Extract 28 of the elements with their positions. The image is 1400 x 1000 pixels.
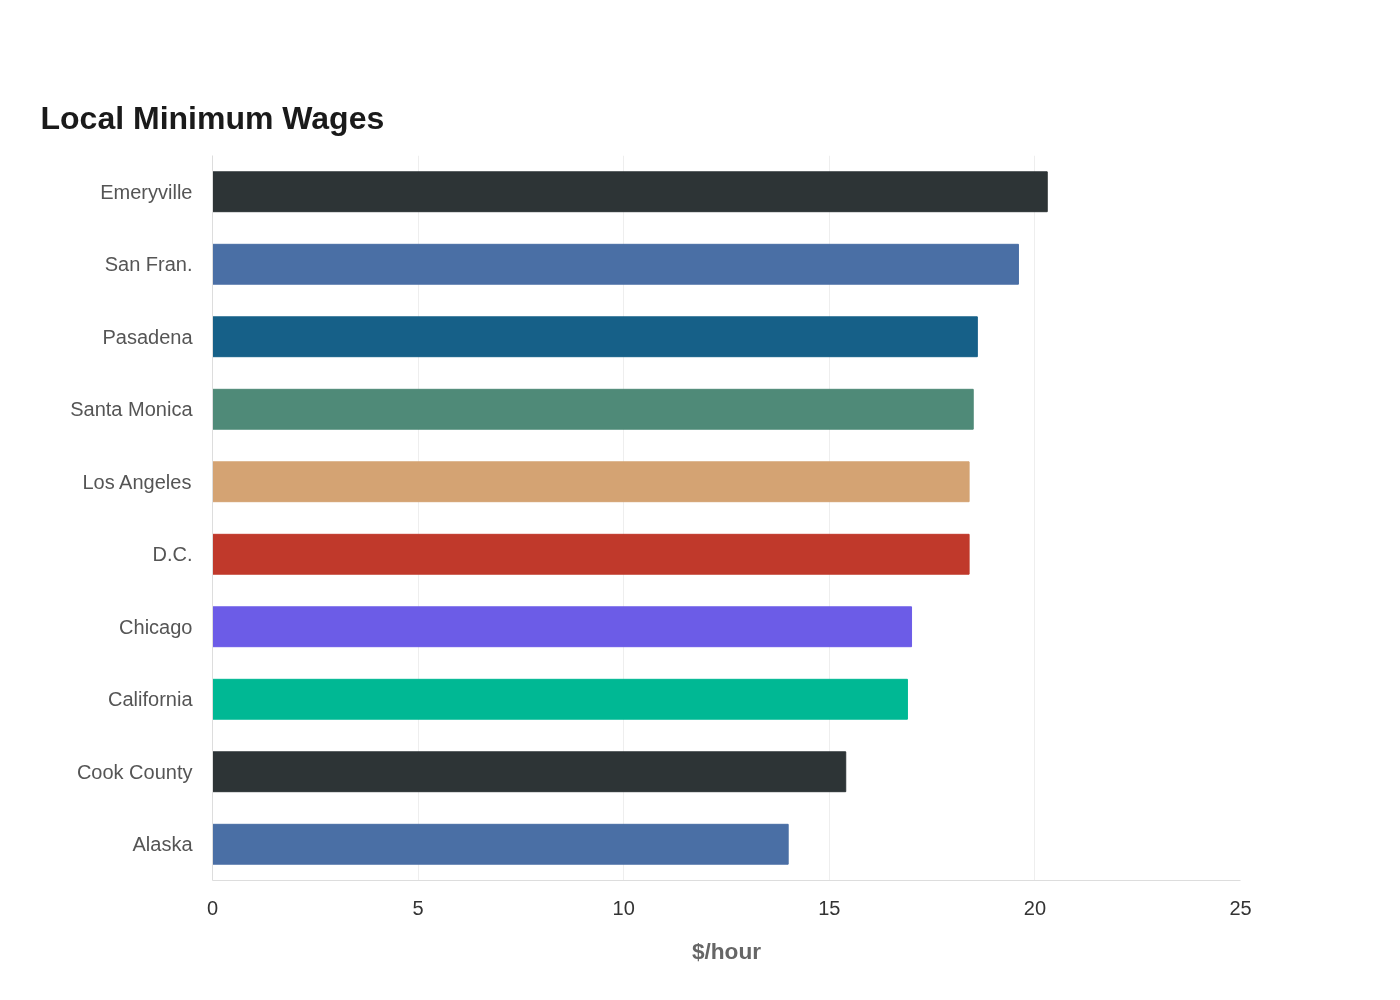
bar: [212, 461, 970, 503]
y-tick-label: Los Angeles: [82, 470, 192, 493]
bar: [212, 823, 789, 865]
bar: [212, 606, 913, 648]
y-tick-label: Alaska: [132, 833, 194, 856]
x-tick-label: 20: [1023, 896, 1047, 919]
bar: [212, 171, 1048, 213]
y-tick-label: Santa Monica: [70, 398, 194, 421]
bar: [212, 388, 974, 430]
y-tick-label: Chicago: [119, 615, 193, 638]
y-tick-label: San Fran.: [104, 253, 193, 276]
x-axis-title: $/hour: [691, 937, 762, 964]
bar: [212, 316, 978, 358]
x-tick-label: 25: [1229, 896, 1252, 919]
y-tick-label: California: [108, 688, 194, 711]
x-tick-label: 0: [206, 896, 219, 919]
bar: [212, 533, 970, 575]
y-tick-label: D.C.: [152, 543, 193, 566]
bar: [212, 243, 1019, 285]
bar: [212, 678, 908, 720]
x-tick-label: 15: [818, 896, 841, 919]
x-tick-label: 5: [412, 896, 424, 919]
y-tick-label: Pasadena: [102, 325, 194, 348]
bar: [212, 751, 847, 793]
y-tick-label: Emeryville: [100, 180, 193, 203]
y-tick-label: Cook County: [76, 760, 193, 783]
x-tick-label: 10: [612, 896, 635, 919]
chart-title: Local Minimum Wages: [40, 99, 385, 136]
